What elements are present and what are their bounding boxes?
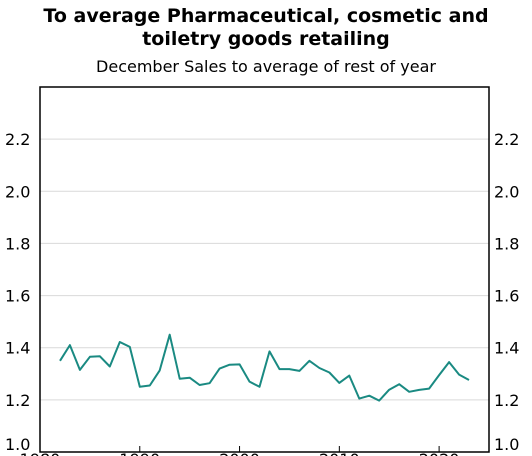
data-point bbox=[149, 385, 151, 387]
y-tick-label-right: 2.0 bbox=[494, 182, 519, 201]
data-point bbox=[418, 389, 420, 391]
data-point bbox=[388, 389, 390, 391]
data-point bbox=[298, 370, 300, 372]
data-point bbox=[109, 365, 111, 367]
data-point bbox=[288, 368, 290, 370]
data-point bbox=[308, 360, 310, 362]
x-tick-label: 1990 bbox=[119, 450, 160, 456]
x-tick-label: 2020 bbox=[419, 450, 460, 456]
data-point bbox=[318, 367, 320, 369]
x-tick-label: 1980 bbox=[20, 450, 61, 456]
data-point bbox=[448, 361, 450, 363]
data-point bbox=[249, 381, 251, 383]
data-point bbox=[129, 346, 131, 348]
y-tick-label-right: 1.0 bbox=[494, 435, 519, 454]
y-tick-label-left: 1.0 bbox=[5, 435, 30, 454]
data-point bbox=[348, 375, 350, 377]
series-line bbox=[59, 333, 470, 402]
data-point bbox=[179, 378, 181, 380]
data-point bbox=[59, 360, 61, 362]
tick-marks bbox=[39, 446, 440, 452]
data-point bbox=[159, 369, 161, 371]
data-point bbox=[458, 374, 460, 376]
data-point bbox=[99, 355, 101, 357]
y-tick-label-left: 1.2 bbox=[5, 391, 30, 410]
chart-title: To average Pharmaceutical, cosmetic and … bbox=[0, 5, 532, 51]
data-point bbox=[438, 374, 440, 376]
data-point bbox=[219, 368, 221, 370]
x-tick-label: 2000 bbox=[219, 450, 260, 456]
tick-labels: 1.0 1.0 1.2 1.2 1.4 1.4 1.6 1.6 1.8 1.8 2.0 2.0 2.2 2… bbox=[5, 130, 519, 456]
chart-subtitle: December Sales to average of rest of yea… bbox=[96, 57, 436, 76]
data-point bbox=[278, 368, 280, 370]
data-point bbox=[119, 341, 121, 343]
x-tick-label: 2010 bbox=[319, 450, 360, 456]
data-point bbox=[189, 377, 191, 379]
y-tick-label-left: 2.2 bbox=[5, 130, 30, 149]
data-point bbox=[229, 364, 231, 366]
data-point bbox=[378, 400, 380, 402]
data-point bbox=[139, 386, 141, 388]
series-group bbox=[59, 333, 470, 402]
y-tick-label-right: 1.4 bbox=[494, 339, 519, 358]
data-point bbox=[69, 344, 71, 346]
data-point bbox=[239, 363, 241, 365]
y-tick-label-left: 1.4 bbox=[5, 339, 30, 358]
data-point bbox=[169, 334, 171, 336]
y-tick-label-left: 1.6 bbox=[5, 287, 30, 306]
y-tick-label-right: 2.2 bbox=[494, 130, 519, 149]
data-point bbox=[408, 391, 410, 393]
y-tick-label-right: 1.6 bbox=[494, 287, 519, 306]
y-tick-label-right: 1.2 bbox=[494, 391, 519, 410]
data-point bbox=[89, 356, 91, 358]
data-point bbox=[209, 382, 211, 384]
data-point bbox=[338, 382, 340, 384]
y-tick-label-left: 2.0 bbox=[5, 182, 30, 201]
data-point bbox=[368, 395, 370, 397]
data-point bbox=[428, 388, 430, 390]
y-tick-label-right: 1.8 bbox=[494, 234, 519, 253]
data-point bbox=[79, 369, 81, 371]
chart-title-line-2: toiletry goods retailing bbox=[142, 28, 390, 50]
data-point bbox=[398, 383, 400, 385]
plot-frame bbox=[39, 86, 490, 453]
data-point bbox=[268, 350, 270, 352]
data-point bbox=[259, 386, 261, 388]
data-point bbox=[199, 384, 201, 386]
gridlines bbox=[40, 138, 489, 401]
chart-title-line-1: To average Pharmaceutical, cosmetic and bbox=[43, 5, 489, 27]
y-tick-label-left: 1.8 bbox=[5, 234, 30, 253]
data-point bbox=[468, 379, 470, 381]
data-point bbox=[358, 398, 360, 400]
data-point bbox=[328, 371, 330, 373]
